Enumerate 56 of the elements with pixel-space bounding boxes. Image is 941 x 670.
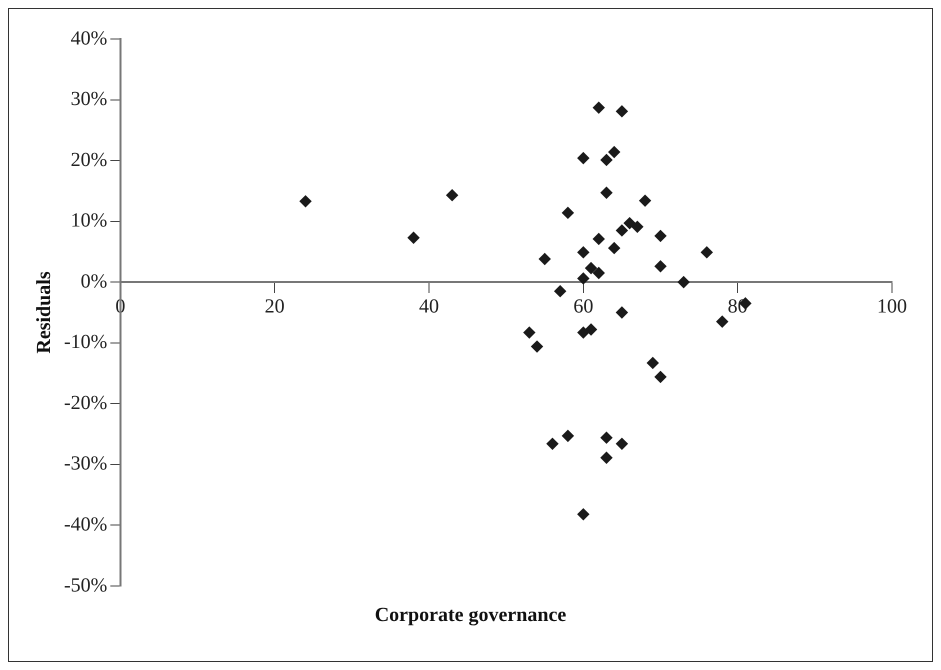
- point: [577, 246, 590, 258]
- y-tick-label: -50%: [64, 574, 108, 596]
- point: [600, 154, 612, 166]
- point: [639, 194, 652, 207]
- point: [616, 306, 628, 318]
- point: [592, 266, 605, 279]
- point: [592, 232, 605, 245]
- y-tick-label: -10%: [64, 331, 108, 354]
- point: [300, 195, 312, 208]
- point: [562, 206, 574, 219]
- x-tick-label: 100: [877, 295, 907, 318]
- x-tick-label: 20: [264, 295, 285, 318]
- point: [600, 186, 612, 199]
- point: [408, 232, 420, 244]
- y-tick-label: 0%: [80, 270, 108, 292]
- x-tick-label: 60: [573, 295, 594, 318]
- point: [546, 438, 558, 450]
- point: [646, 356, 659, 369]
- y-axis-title: Residuals: [33, 271, 56, 354]
- y-tick-label: 20%: [70, 148, 108, 171]
- x-tick-label: 40: [418, 295, 439, 318]
- point: [577, 508, 590, 520]
- point: [523, 326, 536, 339]
- point: [592, 102, 605, 114]
- point: [585, 324, 598, 336]
- y-tick-label: 30%: [70, 88, 108, 110]
- point: [678, 276, 690, 288]
- point: [446, 189, 458, 202]
- point: [608, 146, 620, 158]
- point: [624, 217, 636, 230]
- x-axis-title: Corporate governance: [374, 604, 568, 627]
- point: [600, 452, 612, 464]
- y-tick-label: -30%: [64, 452, 108, 475]
- point: [616, 438, 628, 450]
- point: [577, 326, 590, 339]
- point: [700, 246, 713, 258]
- y-tick-label: 40%: [70, 27, 108, 50]
- point: [654, 230, 666, 242]
- point: [585, 262, 598, 274]
- point: [577, 272, 590, 284]
- point: [616, 224, 628, 236]
- y-tick-label: -40%: [64, 513, 108, 536]
- point: [600, 432, 612, 444]
- point: [654, 370, 666, 383]
- point: [716, 316, 728, 328]
- y-tick-label: 10%: [70, 210, 108, 232]
- y-tick-label: -20%: [64, 392, 108, 414]
- point: [531, 340, 544, 353]
- point: [608, 242, 620, 254]
- point: [554, 285, 566, 298]
- point: [616, 105, 628, 118]
- point: [654, 260, 666, 272]
- point: [538, 253, 551, 266]
- point: [562, 430, 574, 442]
- point: [631, 220, 644, 233]
- point: [577, 152, 590, 164]
